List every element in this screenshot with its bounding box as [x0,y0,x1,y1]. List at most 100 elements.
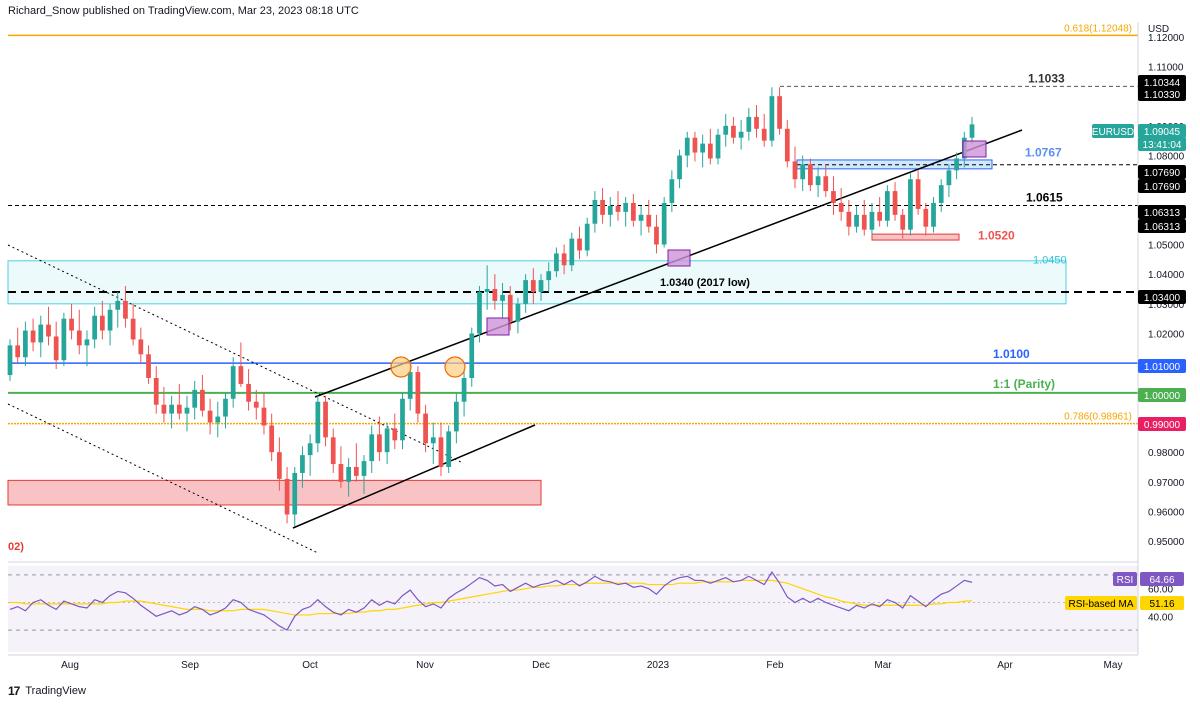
candle-body [353,467,359,476]
candle-body [292,472,298,515]
rsi-background [8,566,1138,652]
candle-body [169,404,174,414]
rsi-label-badge: RSI [1117,575,1134,586]
candle-body [846,211,852,227]
candle-body [338,464,344,482]
rsi-label-badge-bg [1113,572,1137,586]
candle-body [69,318,74,331]
candle-body [523,280,528,304]
price-badge-bg [1138,388,1186,402]
price-badge: 1.00000 [1144,391,1181,402]
symbol-tag: EURUSD [1092,127,1134,138]
touch-circle-1 [390,356,412,378]
candle-body [284,478,290,515]
candle-body [931,202,936,227]
descending-channel-lower [7,403,319,554]
publisher-header: Richard_Snow published on TradingView.co… [8,5,359,17]
candle-body [7,345,13,376]
price-badge: 1.07690 [1144,168,1181,179]
candle-body [300,455,305,473]
rsi-line [9,571,973,631]
time-tick-label: Feb [766,660,784,671]
candle-body [631,202,636,221]
price-badge-bg [1138,179,1186,193]
rsi-tick-60: 60.00 [1148,585,1173,596]
candle-body [954,158,959,171]
candle-body [138,339,144,355]
candle-body [92,315,98,340]
candle-body [592,200,598,224]
price-badge-bg [1138,205,1186,219]
candle-body [915,179,921,209]
trendline-touch-box-1 [486,317,510,336]
candle-body [361,461,367,476]
level-10767-label: 1.0767 [1025,146,1062,160]
candle-body [415,372,421,414]
candle-body [323,401,328,438]
candle-body [923,208,929,227]
candle-body [861,214,867,230]
candle-body [377,434,382,453]
candle-body [792,161,798,180]
price-tick-label: 1.05000 [1148,241,1185,252]
candle-body [654,226,659,245]
candle-body [692,137,698,153]
level-11033-label: 1.1033 [1028,71,1065,85]
candle-body [600,200,605,215]
candle-body [584,223,590,251]
candle-body [684,137,690,156]
time-tick-label: Mar [874,660,892,671]
candle-body [800,164,806,180]
candle-body [261,407,267,426]
candle-body [276,452,282,479]
candle-body [115,300,121,310]
candle-body [423,413,428,444]
price-tick-label: 0.95000 [1148,537,1185,548]
candle-body [500,294,505,301]
rsi-ma-label-badge-bg [1065,596,1137,610]
candle-body [623,202,629,212]
candle-body [454,401,459,432]
price-tick-label: 0.96000 [1148,508,1185,519]
candle-body [207,410,213,423]
level-10450-label: 1.0450 [1033,254,1067,266]
candle-body [176,404,182,414]
candle-body [884,191,890,221]
candle-body [407,372,413,399]
candle-body [707,143,713,159]
price-tick-label: 1.08000 [1148,152,1185,163]
time-tick-label: Oct [302,660,318,671]
candle-body [438,437,444,467]
time-tick-label: May [1104,660,1123,671]
price-badge: 13:41:04 [1143,140,1182,151]
price-badge: 1.06313 [1144,222,1181,233]
rsi-value-badge: 64.66 [1149,575,1174,586]
candle-body [715,134,721,159]
rsi-ma-value-badge: 51.16 [1149,599,1174,610]
candle-body [900,214,906,230]
candle-body [84,339,90,346]
price-badge-bg [1138,137,1186,151]
currency-label: USD [1148,24,1169,35]
candle-body [700,143,706,153]
footer-brand[interactable]: 17 TradingView [8,684,86,698]
candle-body [392,428,398,441]
level-10615-label: 1.0615 [1026,191,1063,205]
time-tick-label: Apr [997,660,1013,671]
rsi-ma-label-badge: RSI-based MA [1068,599,1133,610]
candle-body [238,366,244,384]
candle-body [215,416,221,423]
rsi-ma-line [10,579,973,616]
candle-body [892,191,898,215]
candle-body [330,437,336,465]
candle-body [477,291,482,334]
candle-body [192,389,198,408]
candle-body [869,211,875,230]
price-badge: 1.10344 [1144,78,1181,89]
price-badge: 0.99000 [1144,420,1181,431]
candle-body [384,428,390,453]
candle-body [546,271,552,281]
rsi-value-badge-bg [1140,572,1184,586]
candle-body [731,125,736,138]
